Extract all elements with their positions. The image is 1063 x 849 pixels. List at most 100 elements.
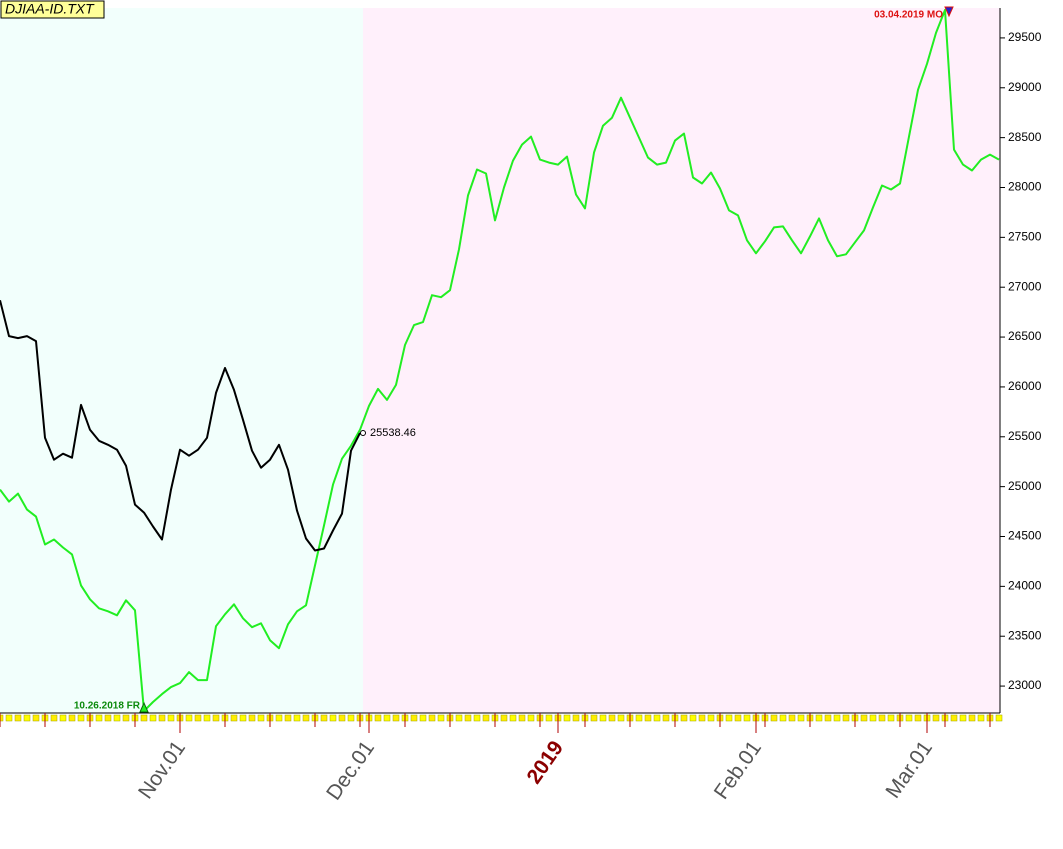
day-marker <box>464 714 472 722</box>
day-marker <box>455 714 463 722</box>
day-marker <box>887 714 895 722</box>
day-marker <box>23 714 31 722</box>
day-marker <box>779 714 787 722</box>
day-marker <box>275 714 283 722</box>
day-marker <box>815 714 823 722</box>
day-marker <box>797 714 805 722</box>
day-marker <box>734 714 742 722</box>
day-marker <box>302 714 310 722</box>
low-annotation: 10.26.2018 FR <box>74 701 141 712</box>
day-marker <box>635 714 643 722</box>
y-tick-label: 29500 <box>1008 30 1042 44</box>
day-marker <box>770 714 778 722</box>
day-marker <box>104 714 112 722</box>
day-marker <box>230 714 238 722</box>
x-tick-label: 2019 <box>522 737 568 788</box>
day-marker <box>320 714 328 722</box>
x-tick-label: Mar.01 <box>881 737 937 803</box>
x-tick-label: Dec.01 <box>322 737 379 805</box>
day-marker <box>203 714 211 722</box>
day-marker <box>824 714 832 722</box>
high-marker <box>944 6 954 18</box>
day-marker <box>284 714 292 722</box>
title-box <box>0 0 105 19</box>
day-marker <box>293 714 301 722</box>
day-marker <box>788 714 796 722</box>
y-tick-label: 24000 <box>1008 579 1042 593</box>
day-marker <box>257 714 265 722</box>
x-tick-label: Feb.01 <box>710 737 766 804</box>
y-tick-label: 23000 <box>1008 678 1042 692</box>
past-region <box>0 8 363 713</box>
day-marker <box>644 714 652 722</box>
x-tick-label: Nov.01 <box>134 737 190 803</box>
day-marker <box>149 714 157 722</box>
day-marker <box>950 714 958 722</box>
day-marker <box>590 714 598 722</box>
day-marker <box>437 714 445 722</box>
day-marker <box>545 714 553 722</box>
day-marker <box>32 714 40 722</box>
day-marker <box>914 714 922 722</box>
y-tick-label: 27500 <box>1008 230 1042 244</box>
day-marker <box>725 714 733 722</box>
day-marker <box>995 714 1003 722</box>
y-tick-label: 25500 <box>1008 429 1042 443</box>
day-marker <box>653 714 661 722</box>
day-marker <box>194 714 202 722</box>
day-marker <box>68 714 76 722</box>
day-marker <box>140 714 148 722</box>
day-marker <box>905 714 913 722</box>
day-marker <box>473 714 481 722</box>
day-marker <box>527 714 535 722</box>
day-marker <box>77 714 85 722</box>
y-tick-label: 28500 <box>1008 130 1042 144</box>
y-tick-label: 25000 <box>1008 479 1042 493</box>
high-annotation: 03.04.2019 MO <box>874 10 943 21</box>
day-marker <box>743 714 751 722</box>
day-marker <box>482 714 490 722</box>
day-marker <box>95 714 103 722</box>
day-marker <box>5 714 13 722</box>
day-marker <box>347 714 355 722</box>
series-line <box>0 299 361 552</box>
series-line <box>0 9 1000 712</box>
day-marker <box>185 714 193 722</box>
y-tick-label: 24500 <box>1008 529 1042 543</box>
axes: 23000 23500 24000 24500 25000 25500 26000 26500… <box>0 30 1042 733</box>
day-marker <box>932 714 940 722</box>
y-tick-label: 26000 <box>1008 379 1042 393</box>
day-marker <box>869 714 877 722</box>
day-marker <box>662 714 670 722</box>
y-tick-label: 26500 <box>1008 329 1042 343</box>
y-tick-label: 28000 <box>1008 180 1042 194</box>
day-marker <box>518 714 526 722</box>
day-marker <box>113 714 121 722</box>
day-marker <box>833 714 841 722</box>
day-marker <box>14 714 22 722</box>
day-marker <box>563 714 571 722</box>
day-marker <box>0 714 4 722</box>
day-marker <box>707 714 715 722</box>
day-marker <box>842 714 850 722</box>
day-marker <box>167 714 175 722</box>
y-tick-label: 27000 <box>1008 279 1042 293</box>
day-marker <box>212 714 220 722</box>
day-marker <box>878 714 886 722</box>
day-marker <box>959 714 967 722</box>
low-marker <box>139 701 149 713</box>
day-marker <box>689 714 697 722</box>
day-marker <box>428 714 436 722</box>
day-marker <box>419 714 427 722</box>
current-region <box>363 8 1000 713</box>
day-marker <box>608 714 616 722</box>
day-marker <box>680 714 688 722</box>
day-marker <box>59 714 67 722</box>
day-marker <box>509 714 517 722</box>
day-marker <box>860 714 868 722</box>
day-marker <box>572 714 580 722</box>
day-marker <box>599 714 607 722</box>
plot <box>0 6 1000 713</box>
